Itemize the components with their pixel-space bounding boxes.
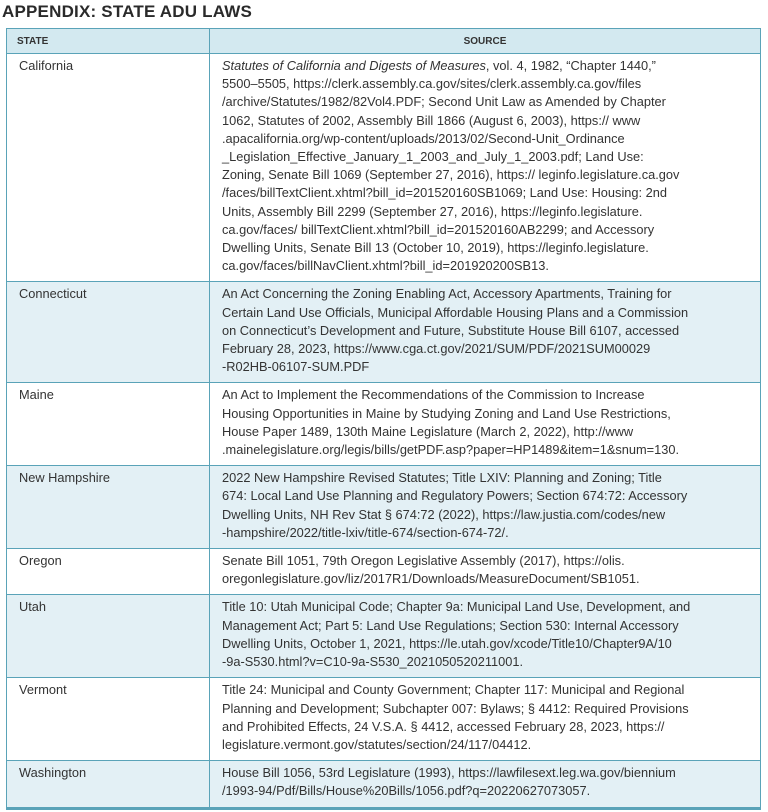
source-line: -hampshire/2022/title-lxiv/title-674/sec…: [222, 524, 509, 540]
table-body: California Statutes of California and Dig…: [6, 52, 761, 809]
title: APPENDIX: STATE ADU LAWS: [2, 2, 253, 21]
header-row: STATE SOURCE: [6, 28, 761, 54]
source-line: /archive/Statutes/1982/82Vol4.PDF; Secon…: [222, 94, 666, 110]
source-line: Zoning, Senate Bill 1069 (September 27, …: [222, 167, 680, 183]
source-line: Dwelling Units, October 1, 2021, https:/…: [222, 635, 672, 651]
source-cell: House Bill 1056, 53rd Legislature (1993)…: [209, 760, 761, 809]
table-row: Oregon Senate Bill 1051, 79th Oregon Legi…: [6, 548, 761, 596]
source-line: Dwelling Units, NH Rev Stat § 674:72 (20…: [222, 506, 666, 522]
source-text: , vol. 4, 1982, “Chapter 1440,”: [485, 58, 656, 73]
source-line: ca.gov/faces/billNavClient.xhtml?bill_id…: [222, 258, 549, 274]
table-row: New Hampshire 2022 New Hampshire Revised …: [6, 465, 761, 550]
source-line: House Bill 1056, 53rd Legislature (1993)…: [222, 765, 676, 781]
source-line: Housing Opportunities in Maine by Studyi…: [222, 405, 671, 421]
source-line: Dwelling Units, Senate Bill 13 (October …: [222, 240, 649, 256]
source-line: Senate Bill 1051, 79th Oregon Legislativ…: [222, 553, 625, 569]
state-cell: Utah: [6, 594, 210, 679]
source-cell: Title 10: Utah Municipal Code; Chapter 9…: [209, 594, 761, 679]
table: STATE SOURCE California Statutes of Calif…: [6, 28, 761, 810]
source-line: /faces/billTextClient.xhtml?bill_id=2015…: [222, 185, 667, 201]
source-line: Certain Land Use Officials, Municipal Af…: [222, 304, 689, 320]
state-cell: California: [6, 52, 210, 283]
source-line: Planning and Development; Subchapter 007…: [222, 700, 689, 716]
source-line: Management Act; Part 5: Land Use Regulat…: [222, 617, 679, 633]
source-line: -9a-S530.html?v=C10-9a-S530_202105052021…: [222, 654, 524, 670]
source-line: on Connecticut’s Development and Future,…: [222, 322, 680, 338]
state-cell: New Hampshire: [6, 465, 210, 550]
column-header: STATE: [6, 28, 210, 54]
source-cell: Senate Bill 1051, 79th Oregon Legislativ…: [209, 548, 761, 596]
source-cell: An Act Concerning the Zoning Enabling Ac…: [209, 281, 761, 384]
table-row: Utah Title 10: Utah Municipal Code; Chapt…: [6, 594, 761, 679]
source-line: 5500–5505, https://clerk.assembly.ca.gov…: [222, 76, 642, 92]
source-cell: Statutes of California and Digests of Me…: [209, 52, 761, 283]
source-line: oregonlegislature.gov/liz/2017R1/Downloa…: [222, 571, 640, 587]
state-cell: Maine: [6, 382, 210, 467]
state-cell: Connecticut: [6, 281, 210, 384]
source-line: and Prohibited Effects, 24 V.S.A. § 4412…: [222, 718, 665, 734]
source-line: February 28, 2023, https://www.cga.ct.go…: [222, 341, 651, 357]
source-italic: Statutes of California and Digests of Me…: [222, 58, 486, 73]
source-line: An Act Concerning the Zoning Enabling Ac…: [222, 286, 672, 302]
source-line: Statutes of California and Digests of Me…: [222, 57, 754, 75]
source-line: An Act to Implement the Recommendations …: [222, 387, 645, 403]
source-line: .mainelegislature.org/legis/bills/getPDF…: [222, 442, 680, 458]
source-line: Title 24: Municipal and County Governmen…: [222, 682, 685, 698]
source-cell: 2022 New Hampshire Revised Statutes; Tit…: [209, 465, 761, 550]
source-line: 674: Local Land Use Planning and Regulat…: [222, 488, 688, 504]
state-cell: Washington: [6, 760, 210, 809]
state-cell: Vermont: [6, 677, 210, 762]
source-line: _Legislation_Effective_January_1_2003_an…: [222, 149, 644, 165]
source-line: /1993-94/Pdf/Bills/House%20Bills/1056.pd…: [222, 783, 591, 799]
source-cell: An Act to Implement the Recommendations …: [209, 382, 761, 467]
source-line: 1062, Statutes of 2002, Assembly Bill 18…: [222, 112, 641, 128]
source-line: .apacalifornia.org/wp-content/uploads/20…: [222, 130, 625, 146]
source-line: 2022 New Hampshire Revised Statutes; Tit…: [222, 470, 662, 486]
source-line: House Paper 1489, 130th Maine Legislatur…: [222, 423, 634, 439]
column-header: SOURCE: [209, 28, 761, 54]
table-row: Washington House Bill 1056, 53rd Legislat…: [6, 760, 761, 809]
table-row: Maine An Act to Implement the Recommendat…: [6, 382, 761, 467]
table-row: California Statutes of California and Dig…: [6, 52, 761, 283]
source-line: -R02HB-06107-SUM.PDF: [222, 359, 370, 375]
table-row: Vermont Title 24: Municipal and County Go…: [6, 677, 761, 762]
source-line: Title 10: Utah Municipal Code; Chapter 9…: [222, 599, 691, 615]
state-cell: Oregon: [6, 548, 210, 596]
source-cell: Title 24: Municipal and County Governmen…: [209, 677, 761, 762]
source-line: ca.gov/faces/ billTextClient.xhtml?bill_…: [222, 221, 655, 237]
table-row: Connecticut An Act Concerning the Zoning …: [6, 281, 761, 384]
source-line: Units, Assembly Bill 2299 (September 27,…: [222, 203, 643, 219]
source-line: legislature.vermont.gov/statutes/section…: [222, 736, 532, 752]
